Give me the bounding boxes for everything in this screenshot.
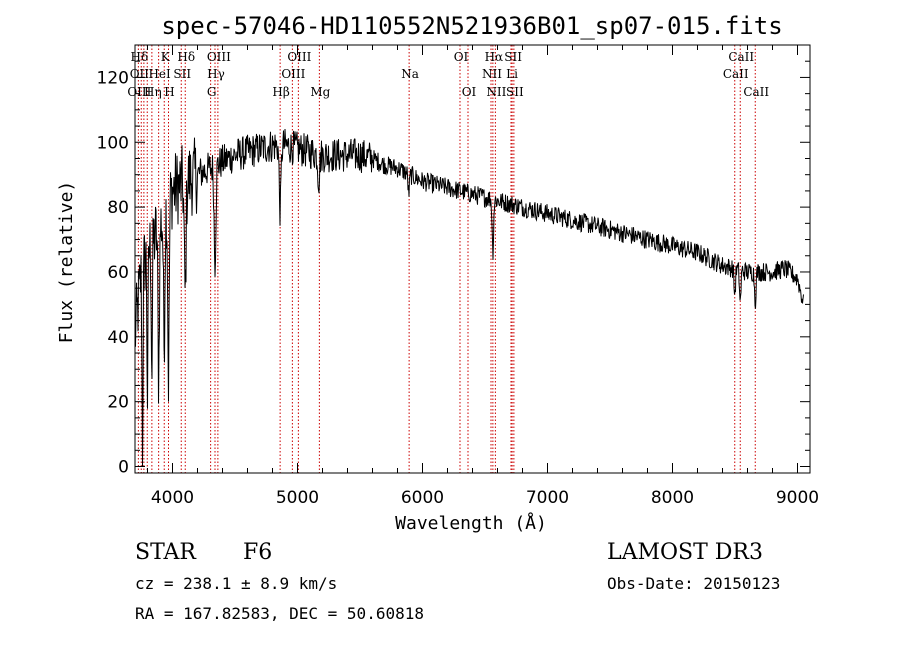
spectral-line-label: OIII xyxy=(281,67,305,81)
spectral-line-label: Li xyxy=(506,67,518,81)
x-tick-label: 5000 xyxy=(276,488,319,508)
y-tick-label: 20 xyxy=(107,393,129,413)
spectral-line-label: H xyxy=(164,85,174,99)
redshift-cz: cz = 238.1 ± 8.9 km/s xyxy=(135,574,338,593)
y-tick-label: 40 xyxy=(107,328,129,348)
spectral-line-label: OIII xyxy=(127,85,151,99)
y-tick-label: 120 xyxy=(97,68,129,88)
spectral-line-label: CaII xyxy=(728,50,754,64)
chart-title: spec-57046-HD110552N521936B01_sp07-015.f… xyxy=(161,12,782,40)
axis-ticks: 4000 5000 6000 7000 8000 9000 0 20 40 60 80 100 120 xyxy=(97,45,819,508)
x-tick-label: 4000 xyxy=(151,488,194,508)
spectral-line-markers xyxy=(137,45,756,473)
spectral-line-label: Hη xyxy=(144,85,162,99)
spectral-line-label: Hδ xyxy=(131,50,149,64)
spectral-line-label: Hβ xyxy=(272,85,289,99)
spectral-line-label: HeI xyxy=(148,67,171,81)
x-tick-label: 7000 xyxy=(526,488,569,508)
spectral-line-label: Hγ xyxy=(207,67,225,81)
y-tick-label: 0 xyxy=(118,458,129,478)
spectral-line-label: Hα xyxy=(485,50,504,64)
spectral-line-label: Hδ xyxy=(177,50,195,64)
x-tick-label: 6000 xyxy=(401,488,444,508)
y-tick-label: 60 xyxy=(107,263,129,283)
y-tick-label: 80 xyxy=(107,198,129,218)
spectral-line-label: SII xyxy=(173,67,191,81)
spectral-line-label: SII xyxy=(504,50,522,64)
spectral-line-label: NII xyxy=(482,67,502,81)
spectral-line-label: K xyxy=(161,50,171,64)
y-tick-label: 100 xyxy=(97,133,129,153)
observation-date: Obs-Date: 20150123 xyxy=(607,574,781,593)
spectral-line-label: NII xyxy=(486,85,506,99)
spectral-line-label: OI xyxy=(462,85,477,99)
x-tick-label: 8000 xyxy=(651,488,694,508)
survey-name: LAMOST DR3 xyxy=(607,540,763,565)
spectral-line-label: CaII xyxy=(723,67,749,81)
spectral-line-label: Mg xyxy=(310,85,330,99)
spectral-line-label: OI xyxy=(454,50,469,64)
object-type: STAR xyxy=(135,540,196,565)
x-tick-label: 9000 xyxy=(776,488,819,508)
spectral-line-label: OIII xyxy=(287,50,311,64)
spectral-line-label: G xyxy=(207,85,217,99)
spectral-line-label: OIII xyxy=(207,50,231,64)
spectral-class: F6 xyxy=(243,540,273,565)
spectrum-series-line xyxy=(134,128,804,467)
spectral-line-label: SII xyxy=(506,85,524,99)
spectral-line-label: Na xyxy=(401,67,419,81)
spectral-line-label: OII xyxy=(130,67,150,81)
coordinates: RA = 167.82583, DEC = 50.60818 xyxy=(135,604,424,623)
y-axis-label: Flux (relative) xyxy=(56,181,77,344)
spectral-line-label: CaII xyxy=(743,85,769,99)
x-axis-label: Wavelength (Å) xyxy=(395,512,547,534)
